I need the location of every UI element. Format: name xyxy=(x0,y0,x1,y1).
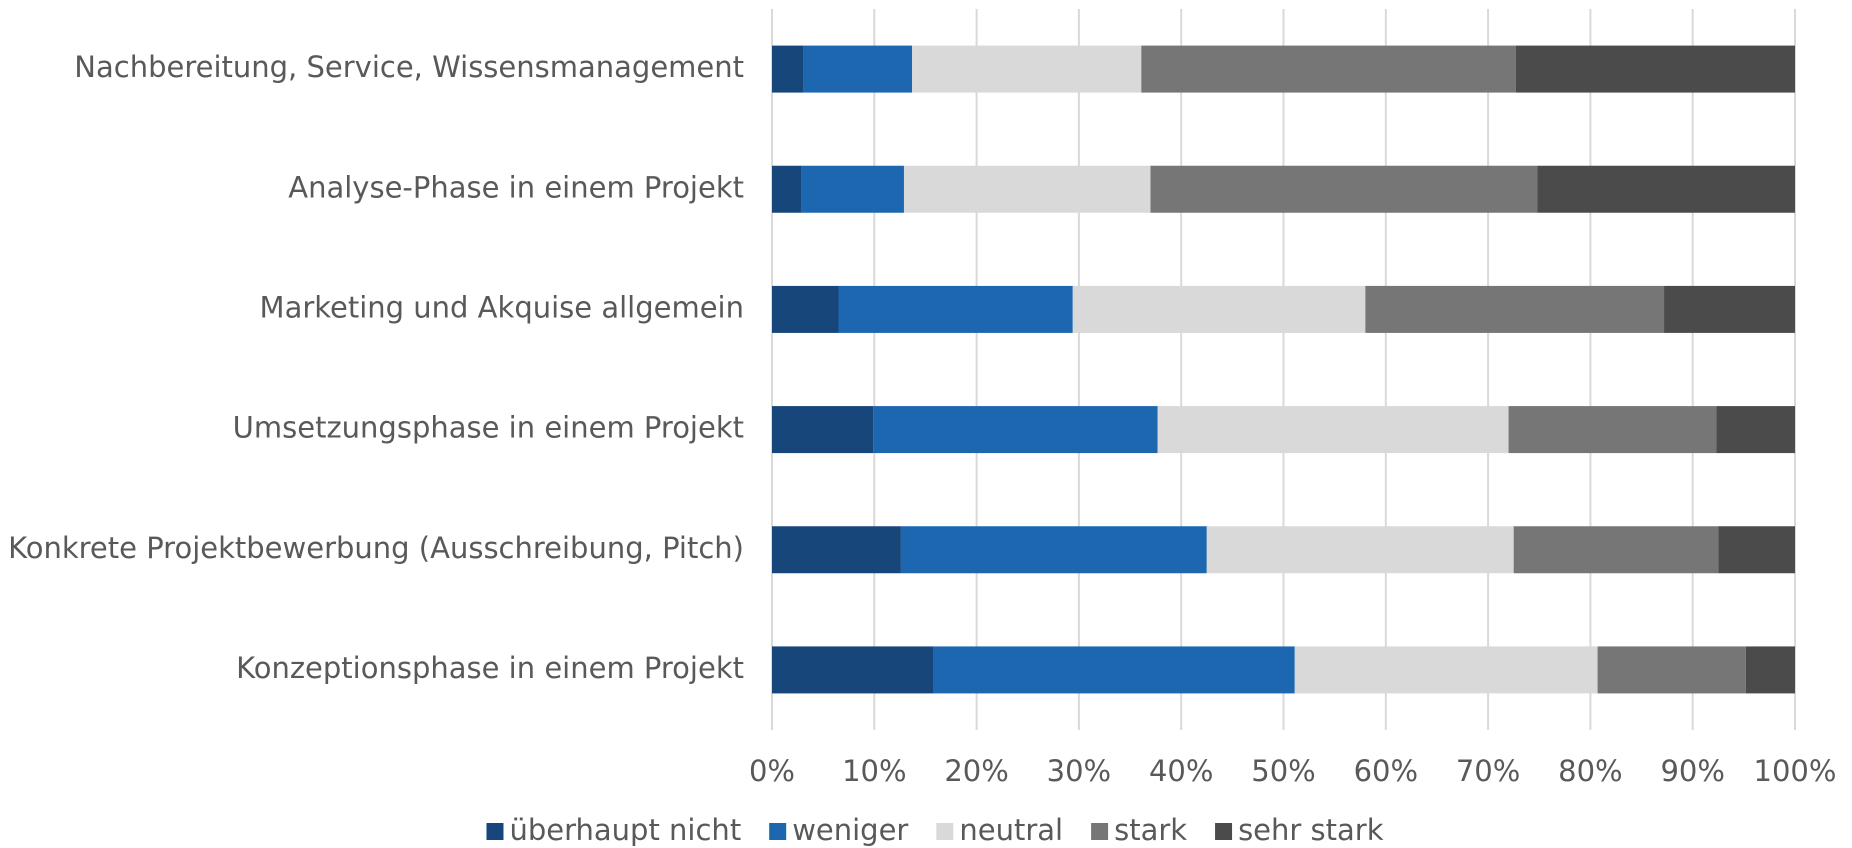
bar-segment xyxy=(1150,165,1538,213)
y-tick-label: Analyse-Phase in einem Projekt xyxy=(288,170,744,204)
bar-segment xyxy=(772,646,934,694)
y-tick-label: Nachbereitung, Service, Wissensmanagemen… xyxy=(74,50,744,84)
bar-segment xyxy=(873,406,1158,454)
bar-segment xyxy=(1718,526,1795,574)
bar-segment xyxy=(1716,406,1795,454)
bar-segment xyxy=(1508,406,1717,454)
legend-swatch xyxy=(936,823,954,840)
x-tick-label: 0% xyxy=(749,754,795,788)
legend-swatch xyxy=(1091,823,1109,840)
bar-segment xyxy=(1141,45,1516,93)
bar-segment xyxy=(1515,45,1795,93)
bar-segment xyxy=(903,165,1151,213)
bar-segment xyxy=(900,526,1207,574)
bar-segment xyxy=(1072,285,1366,333)
bar-segment xyxy=(772,285,839,333)
bar-segment xyxy=(1206,526,1514,574)
bar-segment xyxy=(912,45,1142,93)
bar-segment xyxy=(772,45,804,93)
legend-label: weniger xyxy=(792,813,908,847)
legend-label: neutral xyxy=(959,813,1063,847)
bar-segment xyxy=(933,646,1295,694)
x-tick-label: 20% xyxy=(944,754,1008,788)
x-tick-label: 100% xyxy=(1754,754,1837,788)
bar-segment xyxy=(1537,165,1795,213)
x-tick-label: 60% xyxy=(1354,754,1418,788)
y-tick-label: Konkrete Projektbewerbung (Ausschreibung… xyxy=(8,531,744,565)
y-tick-label: Marketing und Akquise allgemein xyxy=(260,290,744,324)
x-tick-label: 70% xyxy=(1456,754,1520,788)
x-tick-label: 50% xyxy=(1251,754,1315,788)
bar-segment xyxy=(772,526,901,574)
x-tick-label: 90% xyxy=(1660,754,1724,788)
bar-segment xyxy=(1294,646,1598,694)
x-tick-label: 10% xyxy=(842,754,906,788)
y-tick-label: Konzeptionsphase in einem Projekt xyxy=(236,651,744,685)
y-tick-label: Umsetzungsphase in einem Projekt xyxy=(233,411,744,445)
legend-swatch xyxy=(486,823,504,840)
bar-segment xyxy=(1664,285,1795,333)
bar-segment xyxy=(1365,285,1665,333)
bar-segment xyxy=(1597,646,1746,694)
x-tick-label: 80% xyxy=(1558,754,1622,788)
legend-swatch xyxy=(769,823,787,840)
bar-segment xyxy=(801,165,904,213)
legend-label: stark xyxy=(1114,813,1187,847)
bar-segment xyxy=(1157,406,1509,454)
legend-label: überhaupt nicht xyxy=(509,813,741,847)
bar-segment xyxy=(772,406,874,454)
bar-segment xyxy=(838,285,1073,333)
x-tick-label: 40% xyxy=(1149,754,1213,788)
legend-swatch xyxy=(1215,823,1233,840)
x-tick-label: 30% xyxy=(1047,754,1111,788)
bar-segment xyxy=(772,165,802,213)
bar-segment xyxy=(803,45,913,93)
bar-segment xyxy=(1513,526,1719,574)
legend-label: sehr stark xyxy=(1238,813,1384,847)
bar-segment xyxy=(1745,646,1795,694)
